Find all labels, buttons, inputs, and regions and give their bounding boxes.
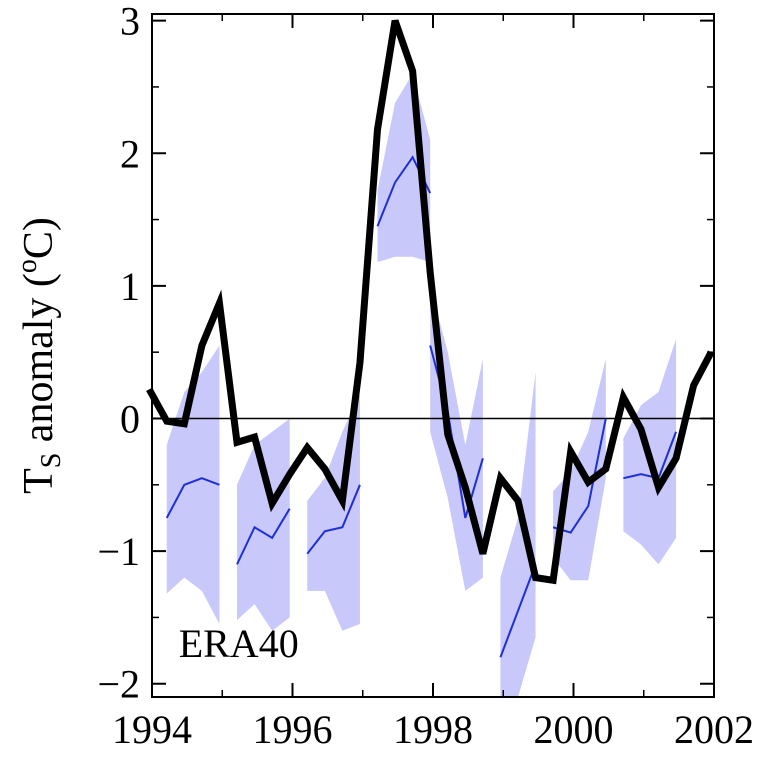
y-axis-title: TS anomaly (oC) <box>12 217 67 494</box>
y-tick-label: 3 <box>120 0 140 44</box>
y-axis-title-superscript: o <box>12 259 43 273</box>
ensemble-mean-line-1 <box>165 477 220 519</box>
ensemble-mean-line-2 <box>236 508 291 565</box>
y-axis-title-subscript: S <box>36 453 67 469</box>
y-tick-label: 0 <box>120 396 140 441</box>
axis-ticks <box>151 14 715 697</box>
ensemble-mean-line-3 <box>306 484 361 555</box>
y-tick-label: 1 <box>120 264 140 309</box>
x-tick-label: 1994 <box>112 707 192 752</box>
y-axis-title-middle: anomaly ( <box>16 273 62 453</box>
ensemble-spread-band-1 <box>166 345 220 625</box>
x-tick-label: 1996 <box>253 707 333 752</box>
x-tick-label: 2000 <box>534 707 614 752</box>
ensemble-mean-line-8 <box>623 431 678 480</box>
y-tick-label: −2 <box>97 662 140 707</box>
x-tick-label: 1998 <box>393 707 473 752</box>
y-axis-title-base: T <box>16 468 62 494</box>
ensemble-spread-band-6 <box>500 372 536 697</box>
axis-tick-labels: −2 −1 0 1 2 3 1994 1996 1998 2000 2002 <box>97 0 754 752</box>
ensemble-mean-line-6 <box>499 564 537 658</box>
y-tick-label: 2 <box>120 131 140 176</box>
y-axis-title-end: C) <box>16 217 62 259</box>
ensemble-spread-band-2 <box>237 418 290 631</box>
observed-series-line <box>146 19 715 585</box>
x-tick-label: 2002 <box>674 707 754 752</box>
dataset-annotation: ERA40 <box>179 621 299 666</box>
y-tick-label: −1 <box>97 529 140 574</box>
